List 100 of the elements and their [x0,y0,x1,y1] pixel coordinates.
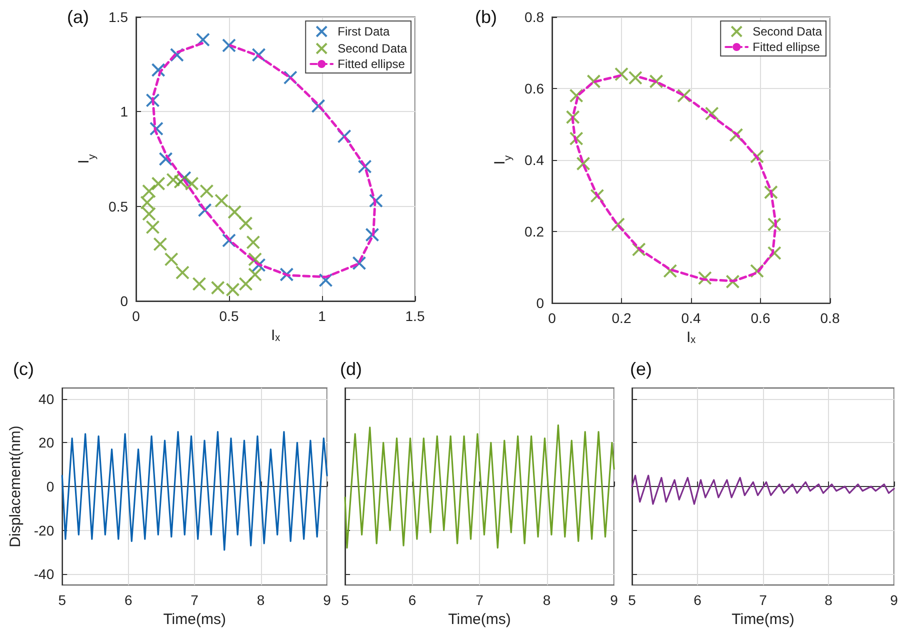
legend-label: Second Data [338,42,408,56]
x-tick-label: 6 [124,592,132,608]
x-tick-label: 6 [694,592,702,608]
y-axis-title: Displacement(nm) [7,426,24,548]
line-series [571,74,778,282]
point [176,266,190,280]
x-tick-label: 7 [476,592,484,608]
x-axis-title: Time(ms) [732,610,794,628]
y-tick-label: 20 [38,434,54,451]
y-tick-label: -20 [34,522,54,538]
point [358,160,372,174]
point [170,48,184,62]
point [611,217,626,232]
x-tick-label: 5 [58,592,66,608]
point [767,246,782,260]
x-tick-label: 8 [542,592,551,608]
point [283,70,298,85]
x-tick-label: 5 [628,592,636,608]
point [767,217,782,232]
point [677,88,692,103]
line-series [61,430,328,551]
point [318,273,333,288]
point [198,203,212,218]
point [151,176,166,191]
point [566,110,580,124]
point [576,156,590,171]
x-tick-label: 0.4 [681,310,701,326]
point [649,74,664,88]
x-tick-label: 9 [610,592,618,608]
y-tick-label: 0.8 [524,9,544,25]
y-axis-title: Iy [492,154,514,165]
point [252,258,266,272]
point [226,282,240,297]
point [614,67,628,82]
y-tick-label: 0 [120,293,128,309]
x-axis-title: Time(ms) [163,610,226,628]
point [590,188,604,203]
point [222,233,236,248]
y-tick-label: 0 [46,478,54,494]
point [228,205,242,220]
y-tick-label: 1.5 [108,9,128,25]
x-tick-label: 5 [341,592,350,608]
point [726,274,740,289]
point [200,184,214,198]
point [337,129,352,144]
point [365,228,380,242]
point [222,38,236,52]
point [164,252,178,266]
x-tick-label: 6 [408,592,416,608]
point [698,271,712,286]
point [151,63,166,78]
point [238,276,253,291]
point [166,172,180,187]
x-tick-label: 0.6 [750,310,770,326]
point [632,242,646,256]
point [153,237,168,252]
chart-title: (e) [630,359,652,379]
y-tick-label: 0.4 [524,152,544,168]
point [569,132,584,146]
point [764,185,778,200]
x-tick-label: 7 [190,592,199,608]
legend-label: Second Data [752,24,822,38]
legend-label: Fitted ellipse [338,57,406,71]
point [729,128,744,142]
point [280,267,294,282]
x-tick-label: 0.8 [820,310,840,326]
y-tick-label: 0 [536,295,544,312]
point [750,149,764,164]
x-tick-label: 1.5 [405,308,425,324]
point [196,32,210,47]
y-axis-title: Iy [76,154,98,164]
point [569,88,584,103]
x-tick-label: 1 [318,308,326,324]
chart-title: (a) [67,7,89,27]
point [214,194,229,208]
point [192,276,206,291]
x-axis-title: Iₓ [686,329,696,346]
x-tick-label: 7 [759,592,768,608]
point [174,174,188,189]
point [663,264,678,278]
chart-title: (c) [13,359,34,379]
point [146,93,160,108]
y-tick-label: 40 [38,390,54,407]
point [184,176,199,191]
point [246,235,260,250]
x-tick-label: 0 [548,310,556,326]
point [368,194,383,208]
y-tick-label: 0.2 [524,224,544,240]
point [352,256,366,270]
y-tick-label: 0.6 [524,80,544,97]
chart-title: (d) [340,359,362,379]
point [158,152,173,166]
legend-label: Fitted ellipse [752,40,820,54]
x-tick-label: 8 [824,592,833,608]
chart-title: (b) [475,7,497,27]
point [704,106,719,121]
y-tick-label: 0.5 [108,198,128,214]
point [149,122,164,136]
x-axis-title: Iₓ [270,326,280,344]
point [210,280,225,295]
